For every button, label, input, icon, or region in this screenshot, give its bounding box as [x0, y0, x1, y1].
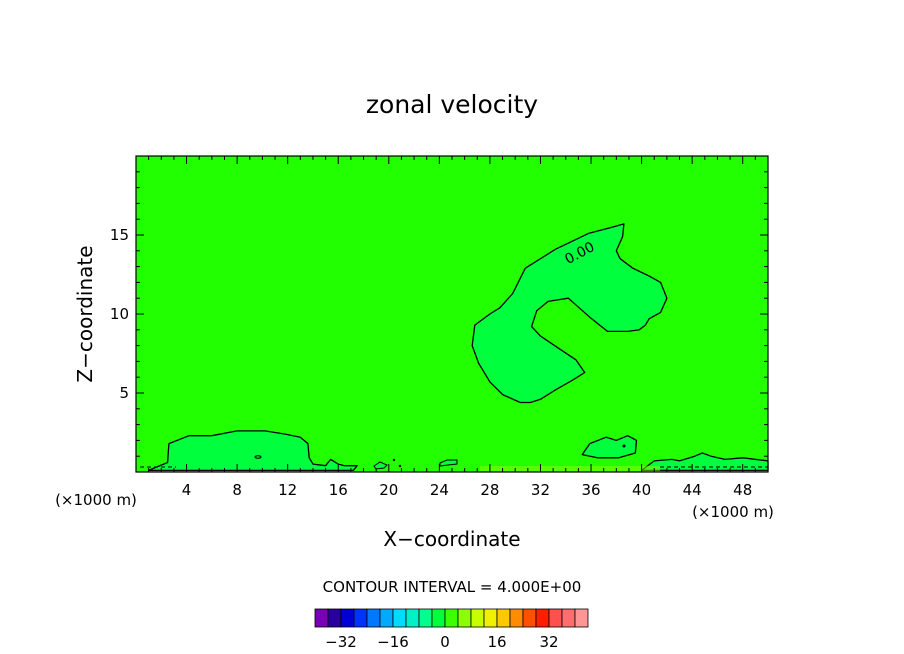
- colorbar-swatch: [405, 608, 420, 628]
- x-tick-label: 20: [379, 481, 398, 499]
- chart-title: zonal velocity: [366, 90, 538, 119]
- positive-zone-lower-left: [147, 430, 358, 472]
- x-tick-label: 28: [480, 481, 499, 499]
- contour-interval-text: CONTOUR INTERVAL = 4.000E+00: [323, 578, 582, 596]
- colorbar: [314, 608, 589, 628]
- x-tick-label: 24: [430, 481, 449, 499]
- weak-positive-strip: [480, 466, 660, 472]
- colorbar-tick-label: 32: [539, 633, 558, 651]
- colorbar-swatch: [431, 608, 446, 628]
- contour-blob: [392, 458, 396, 462]
- x-tick-label: 48: [733, 481, 752, 499]
- x-tick-label: 44: [683, 481, 702, 499]
- colorbar-swatch: [509, 608, 524, 628]
- colorbar-tick-label: −16: [377, 633, 409, 651]
- contour-blob: [439, 459, 458, 467]
- colorbar-swatch: [470, 608, 485, 628]
- colorbar-swatch: [457, 608, 472, 628]
- y-axis-label: Z−coordinate: [73, 245, 97, 382]
- contour-blob: [622, 444, 626, 448]
- contour-blob: [254, 455, 262, 459]
- colorbar-swatch: [548, 608, 563, 628]
- positive-zone-lower-right: [581, 435, 638, 459]
- x-tick-label: 8: [232, 481, 242, 499]
- colorbar-swatch: [483, 608, 498, 628]
- colorbar-swatch: [353, 608, 368, 628]
- colorbar-tick-label: −32: [325, 633, 357, 651]
- plot-background: [136, 156, 768, 472]
- x-unit-left: (×1000 m): [55, 491, 137, 509]
- contour-regions: [147, 223, 769, 472]
- colorbar-ticks: −32 −16 0 16 32: [325, 633, 558, 651]
- colorbar-swatch: [340, 608, 355, 628]
- x-tick-label: 16: [329, 481, 348, 499]
- x-tick-label: 40: [632, 481, 651, 499]
- colorbar-swatch: [418, 608, 433, 628]
- colorbar-swatch: [522, 608, 537, 628]
- positive-zone-main: [471, 223, 668, 404]
- y-tick-label: 15: [110, 226, 129, 244]
- x-axis-label: X−coordinate: [383, 527, 520, 551]
- near-surface-strip: [140, 466, 768, 472]
- colorbar-swatch: [496, 608, 511, 628]
- colorbar-swatch: [366, 608, 381, 628]
- colorbar-swatch: [535, 608, 550, 628]
- colorbar-swatch: [327, 608, 342, 628]
- y-tick-label: 5: [119, 384, 129, 402]
- colorbar-swatch: [314, 608, 329, 628]
- colorbar-tick-label: 0: [440, 633, 450, 651]
- colorbar-swatch: [392, 608, 407, 628]
- colorbar-swatch: [379, 608, 394, 628]
- colorbar-swatch: [444, 608, 459, 628]
- contour-blob: [398, 464, 402, 468]
- x-unit-right: (×1000 m): [692, 503, 774, 521]
- colorbar-swatch: [561, 608, 576, 628]
- x-tick-label: 4: [182, 481, 192, 499]
- y-tick-label: 10: [110, 305, 129, 323]
- x-tick-label: 36: [581, 481, 600, 499]
- x-tick-label: 32: [531, 481, 550, 499]
- small-contour-blobs: [254, 444, 626, 470]
- colorbar-swatch: [574, 608, 589, 628]
- colorbar-tick-label: 16: [487, 633, 506, 651]
- x-tick-label: 12: [278, 481, 297, 499]
